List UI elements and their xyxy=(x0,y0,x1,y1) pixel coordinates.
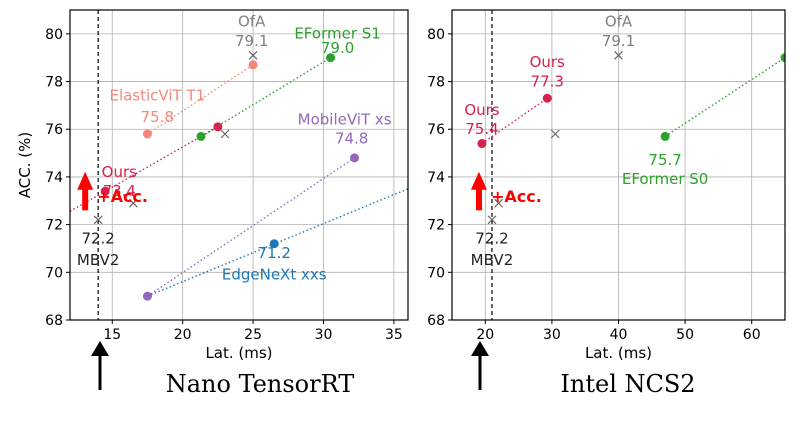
y-tick-label: 74 xyxy=(427,170,445,186)
y-tick-label: 68 xyxy=(45,313,63,329)
plot-frame xyxy=(69,9,409,321)
annotation-label: ElasticViT T1 xyxy=(109,87,205,105)
y-tick-label: 72 xyxy=(45,218,63,234)
annotation-label: MobileViT xs xyxy=(298,110,392,128)
annotation-label: 73.4 xyxy=(103,182,136,200)
accuracy-gain-label: +Acc. xyxy=(491,187,542,206)
data-point-elasticvit-t1 xyxy=(142,129,152,139)
annotation-label: 74.8 xyxy=(335,130,368,148)
annotation-label: Ours xyxy=(102,163,137,181)
reference-cross-marker xyxy=(487,215,497,225)
reference-cross-marker xyxy=(93,215,103,225)
annotation-label: MBV2 xyxy=(471,251,514,269)
reference-cross-marker xyxy=(494,198,504,208)
y-tick-label: 74 xyxy=(45,170,63,186)
y-tick-label: 80 xyxy=(45,27,63,43)
data-point-ours xyxy=(542,93,552,103)
panel-subtitle: Nano TensorRT xyxy=(166,370,355,398)
y-tick-label: 76 xyxy=(427,122,445,138)
annotation-label: Ours xyxy=(464,101,499,119)
y-tick-label: 70 xyxy=(45,265,63,281)
x-tick-label: 40 xyxy=(610,327,628,343)
data-point-ours xyxy=(477,139,487,149)
series-line-eformer-s1 xyxy=(200,57,331,137)
reference-cross-marker xyxy=(220,129,230,139)
accuracy-gain-label: +Acc. xyxy=(97,187,148,206)
accuracy-gain-arrow xyxy=(470,171,487,211)
data-point-ours xyxy=(100,186,110,196)
annotation-label: 79.1 xyxy=(602,32,635,50)
annotation-label: OfA xyxy=(238,13,266,31)
x-tick-label: 30 xyxy=(543,327,561,343)
y-tick-label: 78 xyxy=(45,75,63,91)
data-point-elasticvit-t1 xyxy=(248,60,258,70)
data-point-eformer-s0 xyxy=(780,53,785,63)
y-tick-label: 72 xyxy=(427,218,445,234)
reference-cross-marker xyxy=(550,129,560,139)
baseline-latency-arrow xyxy=(471,341,489,390)
x-tick-label: 50 xyxy=(676,327,694,343)
annotation-label: 72.2 xyxy=(475,230,508,248)
data-point-eformer-s1 xyxy=(196,131,206,141)
x-tick-label: 30 xyxy=(315,327,333,343)
annotation-label: 75.7 xyxy=(648,151,681,169)
reference-cross-marker xyxy=(614,50,623,60)
annotation-label: MBV2 xyxy=(77,251,120,269)
series-line-ours xyxy=(481,97,548,145)
x-tick-label: 25 xyxy=(244,327,262,343)
reference-cross-marker xyxy=(248,50,258,60)
data-point-edgenext-xxs xyxy=(269,239,279,249)
y-tick-label: 70 xyxy=(427,265,445,281)
data-point-mobilevit-xs xyxy=(349,153,359,163)
x-tick-label: 15 xyxy=(103,327,121,343)
series-line-elasticvit-t1 xyxy=(147,64,254,135)
x-tick-label: 20 xyxy=(476,327,494,343)
y-tick-label: 78 xyxy=(427,75,445,91)
annotation-label: 79.0 xyxy=(321,39,354,57)
y-tick-label: 80 xyxy=(427,27,445,43)
y-tick-label: 76 xyxy=(45,122,63,138)
annotation-label: EFormer S1 xyxy=(294,25,381,43)
panel-subtitle: Intel NCS2 xyxy=(560,370,695,398)
data-point-eformer-s1 xyxy=(326,53,336,63)
reference-cross-marker xyxy=(128,198,138,208)
data-point-eformer-s0 xyxy=(660,131,670,141)
data-point-ours xyxy=(213,122,223,132)
annotation-label: 71.2 xyxy=(258,244,291,262)
x-tick-label: 35 xyxy=(385,327,403,343)
series-line-mobilevit-xs xyxy=(147,157,355,297)
x-axis-label: Lat. (ms) xyxy=(205,344,272,362)
annotation-label: 75.4 xyxy=(465,120,498,138)
baseline-latency-arrow xyxy=(91,341,109,390)
x-tick-label: 20 xyxy=(174,327,192,343)
y-tick-label: 68 xyxy=(427,313,445,329)
series-line-ours xyxy=(70,126,219,212)
x-axis-label: Lat. (ms) xyxy=(585,344,652,362)
accuracy-gain-arrow xyxy=(77,171,94,211)
x-tick-label: 60 xyxy=(743,327,761,343)
annotation-label: 75.8 xyxy=(141,108,174,126)
annotation-label: Ours xyxy=(530,53,565,71)
annotation-label: 77.3 xyxy=(531,72,564,90)
annotation-label: 72.2 xyxy=(81,230,114,248)
annotation-label: 79.1 xyxy=(235,32,268,50)
annotation-label: OfA xyxy=(605,13,633,31)
annotation-label: EFormer S0 xyxy=(622,170,709,188)
annotation-label: EdgeNeXt xxs xyxy=(222,265,327,283)
y-axis-label: ACC. (%) xyxy=(16,132,34,198)
